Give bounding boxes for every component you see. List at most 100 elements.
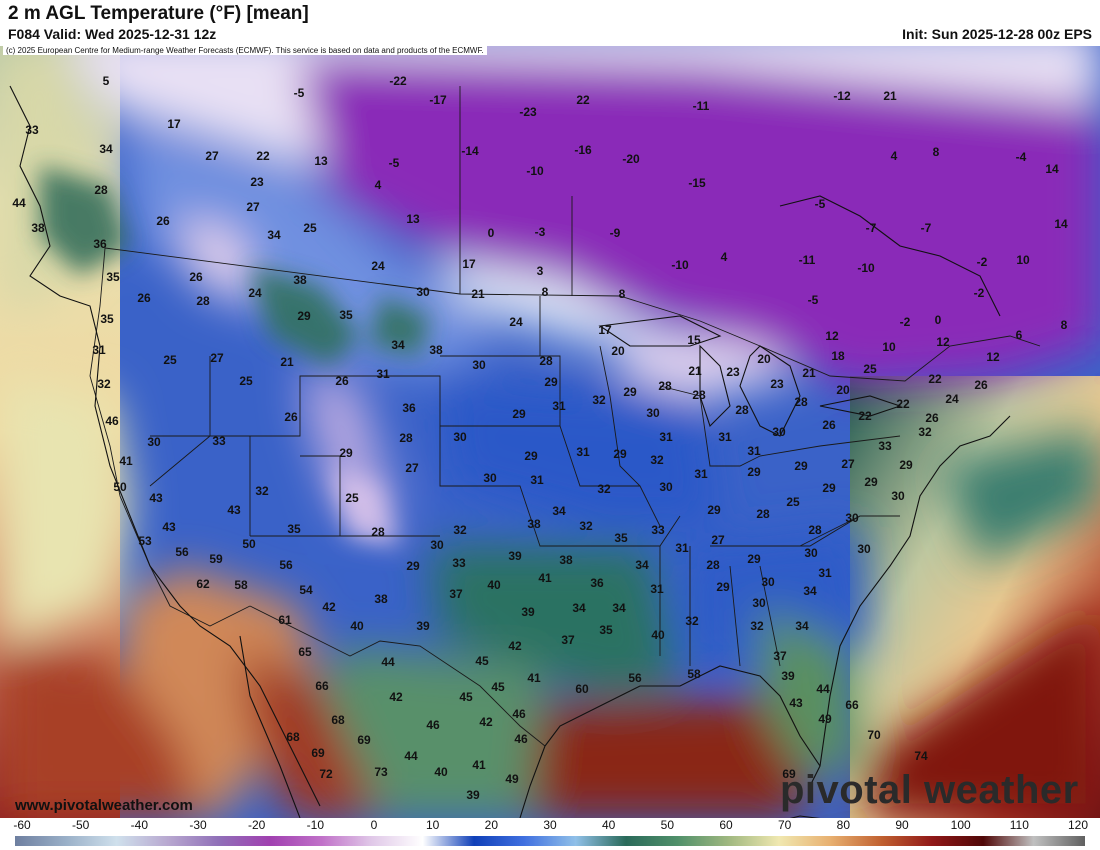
temperature-label: 30	[761, 575, 775, 589]
temperature-label: 54	[299, 583, 313, 597]
temperature-label: 30	[804, 546, 818, 560]
temperature-label: 17	[167, 117, 181, 131]
temperature-label: 32	[597, 482, 611, 496]
temperature-label: 42	[322, 600, 336, 614]
temperature-label: 10	[882, 340, 896, 354]
temperature-label: 25	[303, 221, 317, 235]
temperature-label: 20	[611, 344, 625, 358]
temperature-label: 49	[818, 712, 832, 726]
temperature-label: 28	[735, 403, 749, 417]
temperature-label: 32	[750, 619, 764, 633]
init-time: Init: Sun 2025-12-28 00z EPS	[902, 26, 1092, 42]
temperature-label: 69	[782, 767, 796, 781]
temperature-label: 0	[934, 313, 942, 327]
temperature-label: 8	[1060, 318, 1068, 332]
temperature-label: 31	[818, 566, 832, 580]
borders	[89, 86, 1041, 747]
temperature-label: 36	[402, 401, 416, 415]
temperature-label: 68	[286, 730, 300, 744]
temperature-label: 50	[113, 480, 127, 494]
temperature-label: 28	[706, 558, 720, 572]
temperature-label: 13	[314, 154, 328, 168]
temperature-label: 24	[945, 392, 959, 406]
temperature-label: -11	[692, 99, 710, 113]
temperature-label: -10	[526, 164, 544, 178]
temperature-label: 29	[707, 503, 721, 517]
temperature-field	[0, 46, 1100, 818]
temperature-label: 44	[816, 682, 830, 696]
temperature-label: 29	[747, 465, 761, 479]
temperature-label: -10	[857, 261, 875, 275]
temperature-label: 27	[210, 351, 224, 365]
colorbar-tick-label: 20	[484, 818, 499, 832]
temperature-label: -15	[688, 176, 706, 190]
temperature-label: 21	[802, 366, 816, 380]
temperature-label: 60	[575, 682, 589, 696]
temperature-label: 28	[808, 523, 822, 537]
temperature-label: 43	[162, 520, 176, 534]
temperature-label: 34	[803, 584, 817, 598]
temperature-label: 24	[509, 315, 523, 329]
temperature-label: 33	[212, 434, 226, 448]
temperature-label: 34	[267, 228, 281, 242]
temperature-label: 56	[279, 558, 293, 572]
temperature-label: 22	[896, 397, 910, 411]
colorbar-tick-label: 120	[1067, 818, 1089, 832]
temperature-label: 30	[430, 538, 444, 552]
temperature-label: -9	[609, 226, 621, 240]
temperature-label: -10	[671, 258, 689, 272]
temperature-label: 28	[756, 507, 770, 521]
temperature-label: 40	[350, 619, 364, 633]
temperature-label: 46	[426, 718, 440, 732]
temperature-label: 8	[541, 285, 549, 299]
temperature-label: 42	[479, 715, 493, 729]
temperature-label: 53	[138, 534, 152, 548]
colorbar-tick-label: 10	[425, 818, 440, 832]
temperature-label: 36	[590, 576, 604, 590]
temperature-label: 29	[512, 407, 526, 421]
temperature-label: 29	[406, 559, 420, 573]
temperature-label: 32	[592, 393, 606, 407]
temperature-label: 26	[189, 270, 203, 284]
temperature-label: 35	[614, 531, 628, 545]
temperature-label: 25	[345, 491, 359, 505]
temperature-label: 30	[483, 471, 497, 485]
temperature-label: 42	[508, 639, 522, 653]
temperature-label: 58	[234, 578, 248, 592]
colorbar-tick-label: 30	[543, 818, 557, 832]
temperature-label: 34	[635, 558, 649, 572]
temperature-label: 26	[974, 378, 988, 392]
temperature-label: 39	[508, 549, 522, 563]
colorbar-tick-label: 50	[660, 818, 675, 832]
temperature-label: -23	[519, 105, 537, 119]
temperature-map[interactable]: 5 -22 -5 -17 22 -11 -23 -12 21 33 17 34 -14 -16 27 22 13…	[0, 46, 1100, 818]
temperature-label: 29	[613, 447, 627, 461]
colorbar-tick-label: 0	[370, 818, 378, 832]
temperature-label: 26	[822, 418, 836, 432]
temperature-label: 21	[471, 287, 485, 301]
colorbar-tick-label: -60	[13, 818, 31, 832]
temperature-label: 49	[505, 772, 519, 786]
temperature-label: 20	[757, 352, 771, 366]
temperature-label: 29	[297, 309, 311, 323]
temperature-label: 42	[389, 690, 403, 704]
temperature-label: 12	[825, 329, 839, 343]
temperature-label: 29	[822, 481, 836, 495]
temperature-label: 32	[255, 484, 269, 498]
temperature-label: 46	[105, 414, 119, 428]
temperature-label: -3	[534, 225, 546, 239]
temperature-label: 34	[795, 619, 809, 633]
temperature-label: 29	[899, 458, 913, 472]
temperature-label: 18	[831, 349, 845, 363]
temperature-label: 32	[650, 453, 664, 467]
temperature-label: 34	[391, 338, 405, 352]
temperature-label: 30	[659, 480, 673, 494]
temperature-label: 8	[618, 287, 626, 301]
temperature-label: 34	[572, 601, 586, 615]
temperature-label: 27	[841, 457, 855, 471]
temperature-label: 35	[339, 308, 353, 322]
copyright-notice: (c) 2025 European Centre for Medium-rang…	[3, 46, 487, 55]
temperature-label: 23	[250, 175, 264, 189]
temperature-label: 31	[530, 473, 544, 487]
